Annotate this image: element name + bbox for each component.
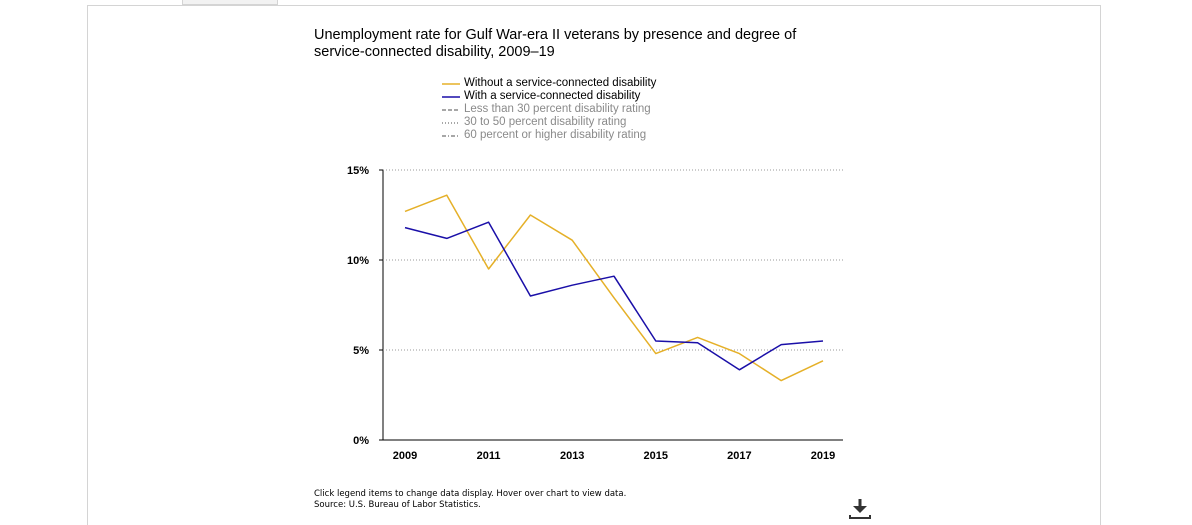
- x-tick-label: 2013: [560, 450, 584, 462]
- series-line-1: [404, 221, 824, 371]
- data-point: [779, 343, 783, 347]
- legend-label: 30 to 50 percent disability rating: [464, 116, 627, 128]
- data-point: [821, 339, 825, 343]
- legend-item-60-or-higher[interactable]: 60 percent or higher disability rating: [442, 129, 656, 142]
- data-point: [403, 226, 407, 230]
- data-point: [445, 236, 449, 240]
- legend-item-with-disability[interactable]: With a service-connected disability: [442, 90, 656, 103]
- chart-panel: [87, 5, 1101, 525]
- legend-label: 60 percent or higher disability rating: [464, 129, 647, 141]
- legend-label: Less than 30 percent disability rating: [464, 103, 651, 115]
- legend-item-30-to-50[interactable]: 30 to 50 percent disability rating: [442, 116, 656, 129]
- data-point: [654, 339, 658, 343]
- data-point: [570, 283, 574, 287]
- x-tick-label: 2015: [644, 450, 668, 462]
- chart-title: Unemployment rate for Gulf War-era II ve…: [314, 27, 797, 60]
- data-point: [403, 209, 407, 213]
- series-line-0: [404, 194, 824, 382]
- data-point: [487, 267, 491, 271]
- data-point: [445, 193, 449, 197]
- legend-item-without-disability[interactable]: Without a service-connected disability: [442, 77, 656, 90]
- legend-item-less-than-30[interactable]: Less than 30 percent disability rating: [442, 103, 656, 116]
- legend-label: With a service-connected disability: [464, 90, 641, 102]
- data-point: [779, 379, 783, 383]
- x-tick-label: 2017: [727, 450, 751, 462]
- x-tick-label: 2019: [811, 450, 835, 462]
- data-point: [570, 238, 574, 242]
- footer-note: Click legend items to change data displa…: [314, 489, 627, 499]
- legend-swatch: [442, 82, 460, 85]
- chart-legend: Without a service-connected disability W…: [442, 77, 656, 142]
- legend-swatch: [442, 95, 460, 98]
- tab-stub[interactable]: [182, 0, 278, 5]
- data-point: [487, 220, 491, 224]
- x-tick-label: 2009: [393, 450, 417, 462]
- y-tick-label: 15%: [347, 165, 369, 177]
- footer-source: Source: U.S. Bureau of Labor Statistics.: [314, 500, 481, 510]
- legend-swatch: [442, 108, 460, 111]
- data-point: [612, 274, 616, 278]
- data-point: [737, 352, 741, 356]
- legend-label: Without a service-connected disability: [464, 77, 657, 89]
- line-chart[interactable]: 0% 5% 10% 15% 2009 2011 2013 2015 2017 2019: [300, 160, 860, 470]
- legend-swatch: [442, 121, 460, 124]
- data-point: [654, 352, 658, 356]
- data-point: [737, 368, 741, 372]
- data-point: [528, 213, 532, 217]
- y-tick-label: 5%: [353, 345, 369, 357]
- data-point: [528, 294, 532, 298]
- data-point: [612, 296, 616, 300]
- data-point: [821, 359, 825, 363]
- data-point: [696, 335, 700, 339]
- y-tick-label: 0%: [353, 435, 369, 447]
- download-icon[interactable]: [848, 497, 872, 519]
- data-point: [696, 341, 700, 345]
- chart-footer: Click legend items to change data displa…: [314, 489, 626, 511]
- x-tick-label: 2011: [477, 450, 501, 462]
- legend-swatch: [442, 134, 460, 137]
- y-tick-label: 10%: [347, 255, 369, 267]
